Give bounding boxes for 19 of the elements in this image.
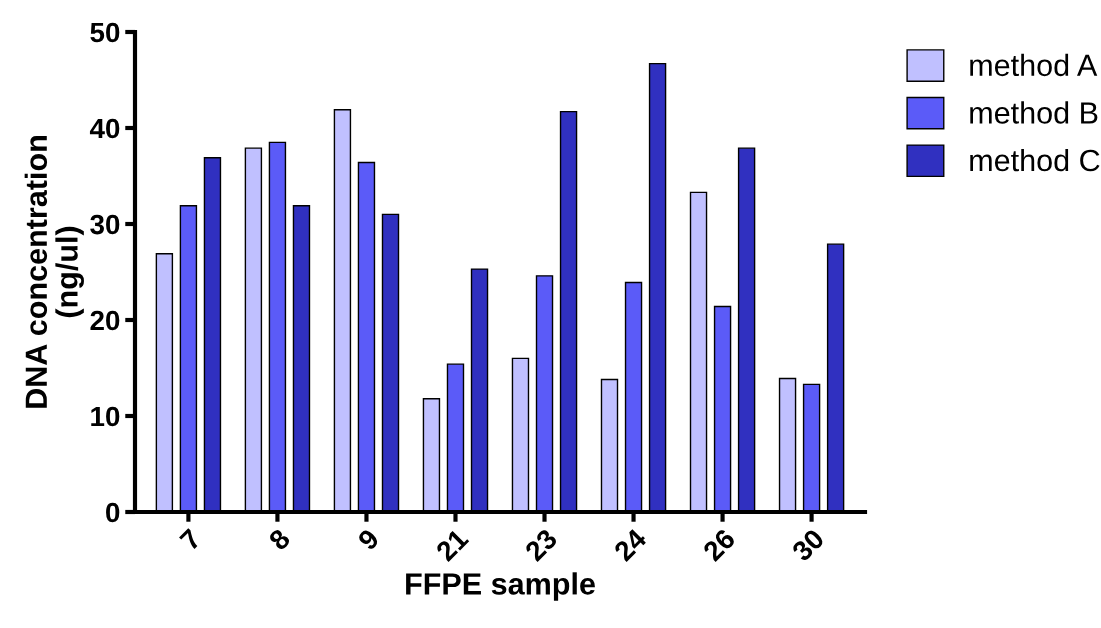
x-tick-label: 30	[790, 527, 826, 563]
legend-label: method A	[970, 53, 1098, 77]
y-tick-label: 20	[90, 310, 120, 331]
y-axis-title: DNA concentration (ng/ul)	[24, 136, 84, 408]
x-tick-label: 23	[523, 527, 559, 563]
x-tick-label: 8	[267, 527, 292, 552]
x-tick-label: 26	[701, 527, 737, 563]
legend-label: method C	[970, 148, 1100, 172]
x-tick-label: 9	[356, 527, 381, 552]
y-tick-label: 30	[90, 214, 120, 235]
y-tick-label: 10	[91, 406, 120, 427]
y-tick-label: 40	[89, 118, 120, 139]
x-tick-label: 7	[179, 528, 202, 551]
x-axis-title: FFPE sample	[406, 572, 595, 601]
x-tick-label: 21	[434, 527, 470, 562]
x-tick-label: 24	[612, 527, 648, 562]
legend-label: method B	[970, 101, 1098, 124]
y-tick-label: 0	[106, 502, 120, 523]
y-tick-label: 50	[90, 22, 120, 43]
